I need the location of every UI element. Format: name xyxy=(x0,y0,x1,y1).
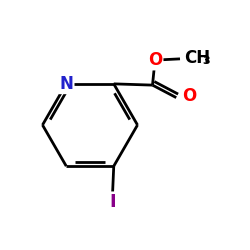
Text: O: O xyxy=(182,87,196,105)
Text: N: N xyxy=(59,75,73,93)
Text: CH: CH xyxy=(184,48,210,66)
Text: 3: 3 xyxy=(202,56,210,66)
Text: O: O xyxy=(148,51,162,69)
Text: I: I xyxy=(109,193,116,211)
